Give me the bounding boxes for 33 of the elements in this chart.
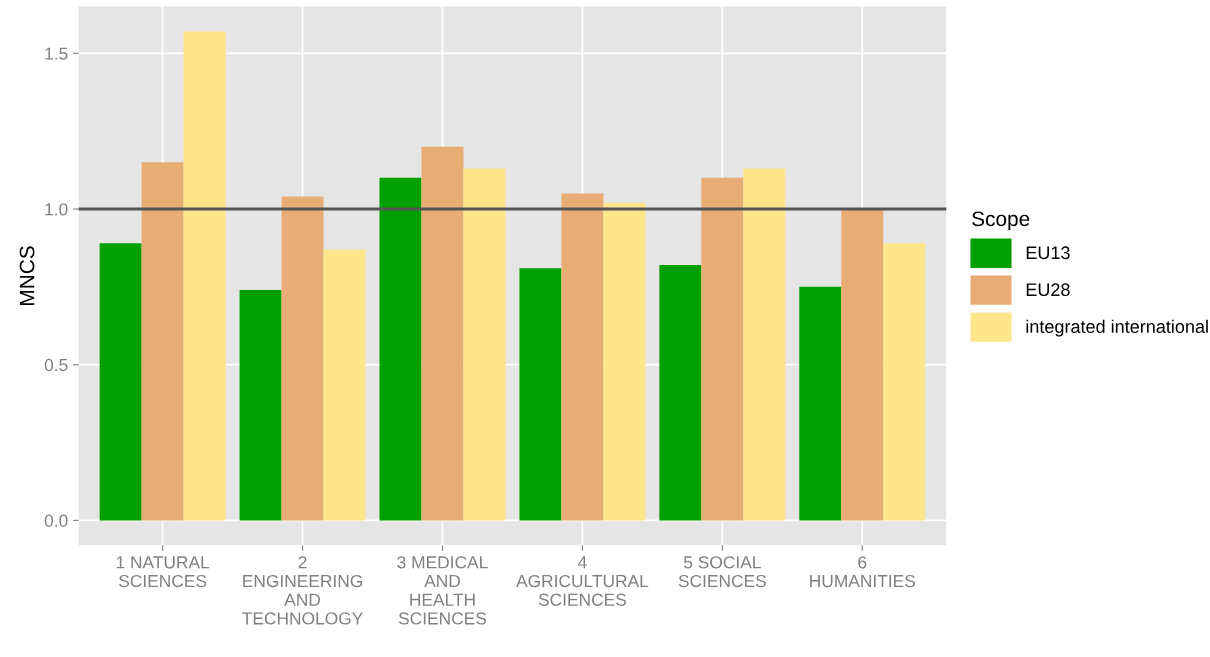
bar [841, 208, 884, 521]
bar [701, 177, 744, 521]
bar [379, 177, 422, 521]
bar [799, 286, 842, 521]
x-tick-label: 5 SOCIAL SCIENCES [678, 556, 766, 588]
x-tick-label: 2 ENGINEERING AND TECHNOLOGY [242, 556, 363, 625]
bar [141, 162, 184, 521]
bar [281, 196, 324, 521]
bar [561, 193, 604, 521]
bar [603, 202, 646, 521]
y-tick-label: 1.5 [45, 47, 68, 60]
bar [183, 31, 226, 521]
bar [421, 146, 464, 521]
bar [519, 268, 562, 521]
x-tick-label: 4 AGRICULTURAL SCIENCES [516, 556, 649, 606]
bar [99, 243, 142, 521]
bar [323, 249, 366, 521]
bar [743, 168, 786, 521]
x-tick-label: 3 MEDICAL AND HEALTH SCIENCES [397, 556, 488, 625]
legend-title: Scope [972, 211, 1030, 231]
bar [659, 265, 702, 521]
y-axis-title: MNCS [19, 246, 35, 305]
legend-label: EU13 [1026, 246, 1070, 260]
legend-label: EU28 [1026, 283, 1070, 297]
bar [239, 289, 282, 521]
bar [883, 243, 926, 521]
x-tick-label: 6 HUMANITIES [810, 556, 915, 588]
x-tick-label: 1 NATURAL SCIENCES [116, 556, 210, 588]
bar [463, 168, 506, 521]
y-tick-label: 0.5 [44, 358, 68, 372]
y-tick-label: 1.0 [45, 203, 68, 216]
y-tick-label: 0.0 [44, 514, 68, 527]
legend-label: integrated international [1026, 319, 1208, 337]
